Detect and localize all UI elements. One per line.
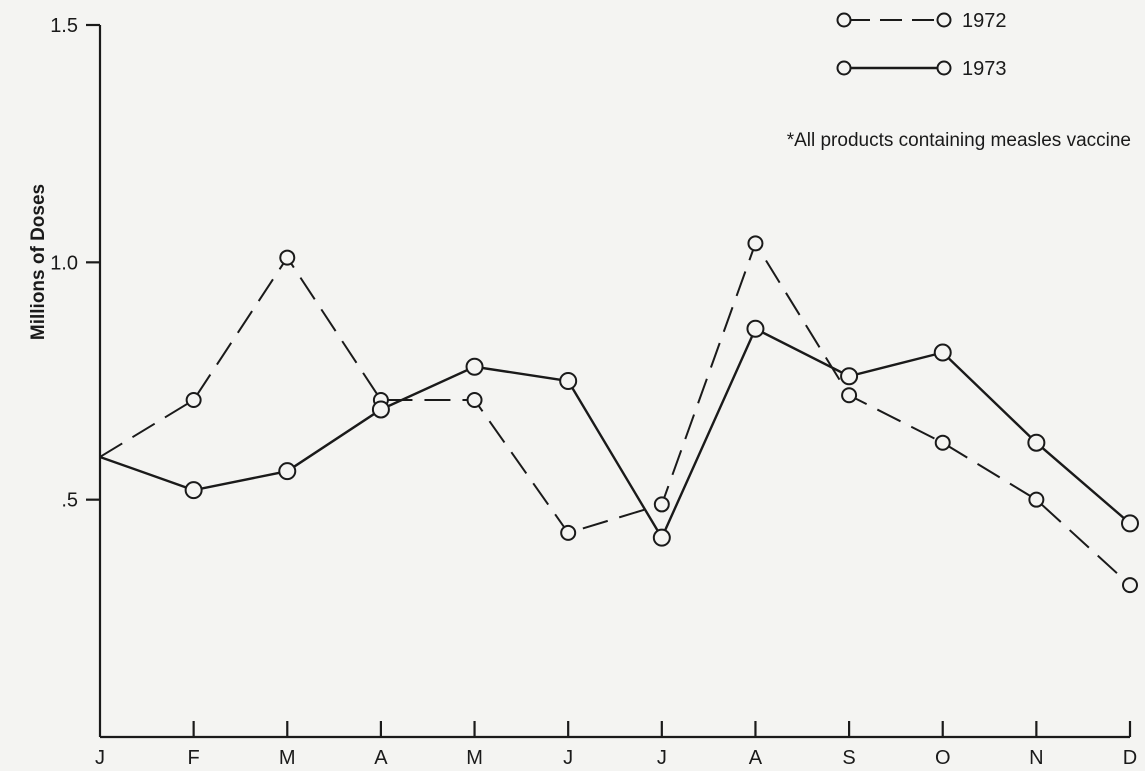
data-point-1972 xyxy=(841,387,858,404)
x-tick-label: M xyxy=(279,747,296,769)
legend-label-1972: 1972 xyxy=(962,10,1007,32)
chart-note: *All products containing measles vaccine xyxy=(787,130,1131,151)
data-point-1972 xyxy=(1028,491,1045,508)
y-tick-label: 1.0 xyxy=(50,252,78,274)
data-point-1972 xyxy=(185,391,202,408)
legend-label-1973: 1973 xyxy=(962,58,1007,80)
data-point-1972 xyxy=(1122,577,1138,594)
data-point-1972 xyxy=(653,496,670,513)
data-point-1973 xyxy=(278,462,297,481)
x-tick-label: F xyxy=(188,747,200,769)
data-point-1973 xyxy=(371,400,390,419)
y-tick-label: .5 xyxy=(61,490,78,512)
x-tick-label: O xyxy=(935,747,951,769)
data-point-1973 xyxy=(933,343,952,362)
axes xyxy=(98,25,1130,739)
series-line-1973 xyxy=(99,327,1131,541)
series-layer xyxy=(99,235,1139,594)
x-tick-label: D xyxy=(1123,747,1137,769)
y-ticks: .5 1.0 1.5 xyxy=(50,15,100,512)
data-point-1972 xyxy=(466,391,483,408)
series-line-1972 xyxy=(99,241,1131,586)
legend-marker xyxy=(836,60,852,76)
y-axis-label: Millions of Doses xyxy=(28,184,49,340)
data-point-1972 xyxy=(279,249,296,266)
x-tick-label: A xyxy=(374,747,388,769)
y-tick-label: 1.5 xyxy=(50,15,78,37)
legend-marker xyxy=(836,12,852,28)
data-point-1972 xyxy=(934,434,951,451)
data-point-1973 xyxy=(746,319,765,338)
x-tick-label: N xyxy=(1029,747,1043,769)
data-point-1973 xyxy=(840,367,859,386)
x-tick-label: A xyxy=(749,747,763,769)
data-point-1973 xyxy=(1027,433,1046,452)
legend-marker xyxy=(936,12,952,28)
x-tick-label: J xyxy=(563,747,573,769)
data-point-1973 xyxy=(559,372,578,390)
data-point-1973 xyxy=(1121,514,1139,533)
data-point-1972 xyxy=(747,235,764,252)
data-point-1972 xyxy=(560,524,577,541)
data-point-1973 xyxy=(465,357,484,376)
x-tick-label: S xyxy=(842,747,855,769)
x-tick-label: J xyxy=(657,747,667,769)
data-point-1973 xyxy=(652,528,671,547)
x-tick-label: J xyxy=(95,747,105,769)
x-tick-label: M xyxy=(466,747,483,769)
data-point-1973 xyxy=(184,481,203,500)
legend: 1972 1973 xyxy=(836,10,1007,80)
legend-marker xyxy=(936,60,952,76)
